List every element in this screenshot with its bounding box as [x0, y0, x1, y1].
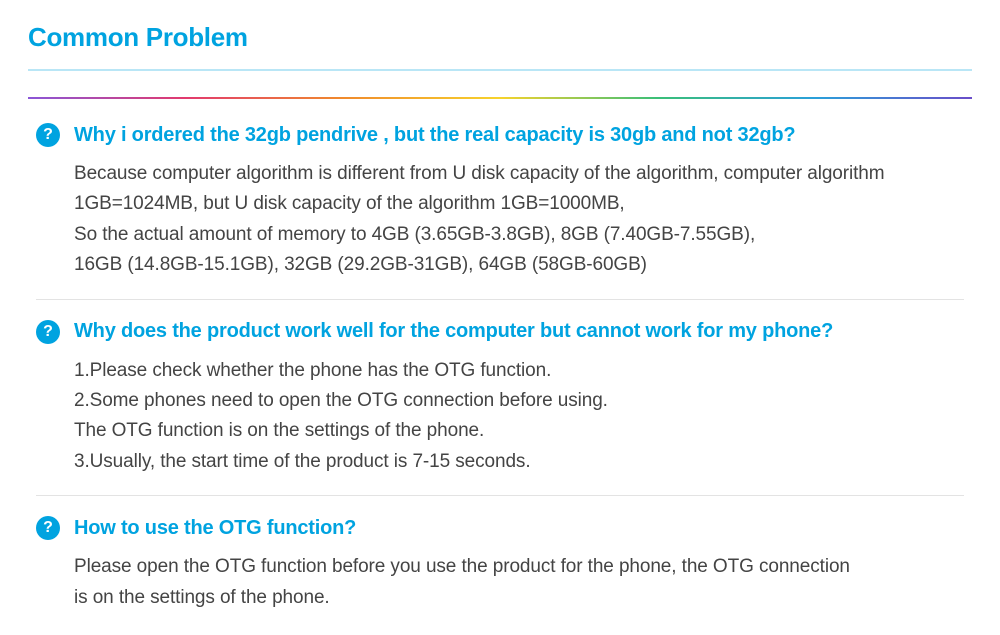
- faq-question-row: ? How to use the OTG function?: [36, 516, 964, 540]
- faq-question: Why does the product work well for the c…: [74, 320, 833, 343]
- faq-list: ? Why i ordered the 32gb pendrive , but …: [28, 103, 972, 631]
- faq-question-row: ? Why i ordered the 32gb pendrive , but …: [36, 123, 964, 147]
- question-mark-glyph: ?: [43, 520, 53, 536]
- question-mark-icon: ?: [36, 123, 60, 147]
- faq-answer: Please open the OTG function before you …: [36, 552, 964, 613]
- faq-item: ? How to use the OTG function? Please op…: [36, 496, 964, 631]
- question-mark-glyph: ?: [43, 324, 53, 340]
- faq-item: ? Why does the product work well for the…: [36, 300, 964, 497]
- section-heading: Common Problem: [28, 22, 972, 71]
- question-mark-icon: ?: [36, 516, 60, 540]
- question-mark-glyph: ?: [43, 127, 53, 143]
- rainbow-divider: [28, 97, 972, 99]
- question-mark-icon: ?: [36, 320, 60, 344]
- faq-answer: Because computer algorithm is different …: [36, 159, 964, 281]
- page: Common Problem ? Why i ordered the 32gb …: [0, 0, 1000, 631]
- faq-question: How to use the OTG function?: [74, 517, 356, 540]
- faq-answer: 1.Please check whether the phone has the…: [36, 356, 964, 478]
- faq-question-row: ? Why does the product work well for the…: [36, 320, 964, 344]
- faq-question: Why i ordered the 32gb pendrive , but th…: [74, 124, 795, 147]
- faq-item: ? Why i ordered the 32gb pendrive , but …: [36, 103, 964, 300]
